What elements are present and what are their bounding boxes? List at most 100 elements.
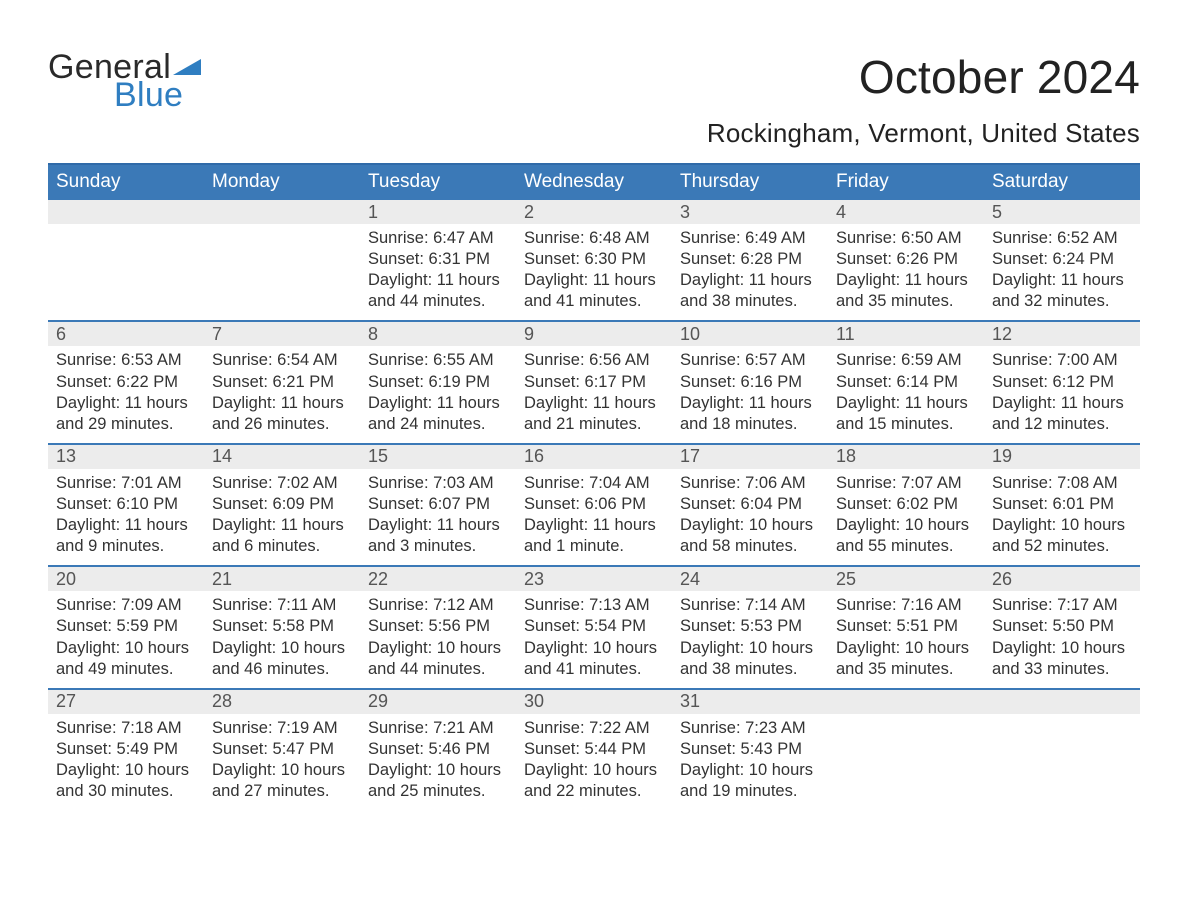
day-details: Sunrise: 6:53 AMSunset: 6:22 PMDaylight:… (48, 346, 204, 434)
day-details: Sunrise: 6:48 AMSunset: 6:30 PMDaylight:… (516, 224, 672, 312)
daylight-line: Daylight: 10 hours and 27 minutes. (212, 760, 352, 802)
sunset-line: Sunset: 5:51 PM (836, 616, 976, 637)
calendar-day: 9Sunrise: 6:56 AMSunset: 6:17 PMDaylight… (516, 322, 672, 442)
daylight-line: Daylight: 10 hours and 22 minutes. (524, 760, 664, 802)
sunrise-line: Sunrise: 7:02 AM (212, 473, 352, 494)
day-number-strip: 7 (204, 322, 360, 346)
daylight-line: Daylight: 10 hours and 35 minutes. (836, 638, 976, 680)
day-number: 29 (360, 691, 388, 712)
daylight-line: Daylight: 10 hours and 58 minutes. (680, 515, 820, 557)
daylight-line: Daylight: 11 hours and 41 minutes. (524, 270, 664, 312)
day-details: Sunrise: 7:00 AMSunset: 6:12 PMDaylight:… (984, 346, 1140, 434)
calendar-day: 25Sunrise: 7:16 AMSunset: 5:51 PMDayligh… (828, 567, 984, 687)
day-number: 26 (984, 569, 1012, 590)
sunset-line: Sunset: 5:54 PM (524, 616, 664, 637)
sunset-line: Sunset: 6:07 PM (368, 494, 508, 515)
flag-icon (173, 57, 201, 77)
sunset-line: Sunset: 6:01 PM (992, 494, 1132, 515)
day-number: 22 (360, 569, 388, 590)
calendar-day: 20Sunrise: 7:09 AMSunset: 5:59 PMDayligh… (48, 567, 204, 687)
sunrise-line: Sunrise: 6:50 AM (836, 228, 976, 249)
day-number-strip: 3 (672, 200, 828, 224)
sunset-line: Sunset: 6:12 PM (992, 372, 1132, 393)
sunrise-line: Sunrise: 6:52 AM (992, 228, 1132, 249)
daylight-line: Daylight: 10 hours and 49 minutes. (56, 638, 196, 680)
day-number-strip (828, 690, 984, 714)
calendar-day: 26 Sunrise: 7:17 AMSunset: 5:50 PMDayligh… (984, 567, 1140, 687)
day-details: Sunrise: 6:57 AMSunset: 6:16 PMDaylight:… (672, 346, 828, 434)
daylight-line: Daylight: 11 hours and 18 minutes. (680, 393, 820, 435)
sunset-line: Sunset: 6:22 PM (56, 372, 196, 393)
day-number-strip: 21 (204, 567, 360, 591)
calendar-day: 5Sunrise: 6:52 AMSunset: 6:24 PMDaylight… (984, 200, 1140, 320)
calendar-day: 12Sunrise: 7:00 AMSunset: 6:12 PMDayligh… (984, 322, 1140, 442)
day-number: 5 (984, 202, 1002, 223)
sunrise-line: Sunrise: 6:59 AM (836, 350, 976, 371)
day-details: Sunrise: 7:13 AMSunset: 5:54 PMDaylight:… (516, 591, 672, 679)
day-number: 25 (828, 569, 856, 590)
sunset-line: Sunset: 6:21 PM (212, 372, 352, 393)
day-number: 24 (672, 569, 700, 590)
day-number: 20 (48, 569, 76, 590)
sunrise-line: Sunrise: 7:11 AM (212, 595, 352, 616)
calendar-day (984, 690, 1140, 810)
calendar-day: 10Sunrise: 6:57 AMSunset: 6:16 PMDayligh… (672, 322, 828, 442)
day-number-strip: 13 (48, 445, 204, 469)
calendar: SundayMondayTuesdayWednesdayThursdayFrid… (48, 163, 1140, 810)
calendar-day: 7Sunrise: 6:54 AMSunset: 6:21 PMDaylight… (204, 322, 360, 442)
day-number-strip: 5 (984, 200, 1140, 224)
daylight-line: Daylight: 10 hours and 33 minutes. (992, 638, 1132, 680)
topbar: General Blue October 2024 Rockingham, Ve… (48, 50, 1140, 149)
daylight-line: Daylight: 10 hours and 25 minutes. (368, 760, 508, 802)
daylight-line: Daylight: 11 hours and 24 minutes. (368, 393, 508, 435)
day-number: 13 (48, 446, 76, 467)
sunset-line: Sunset: 5:46 PM (368, 739, 508, 760)
sunset-line: Sunset: 5:59 PM (56, 616, 196, 637)
calendar-week: 20Sunrise: 7:09 AMSunset: 5:59 PMDayligh… (48, 565, 1140, 687)
daylight-line: Daylight: 11 hours and 35 minutes. (836, 270, 976, 312)
calendar-day: 18Sunrise: 7:07 AMSunset: 6:02 PMDayligh… (828, 445, 984, 565)
calendar-day: 27Sunrise: 7:18 AMSunset: 5:49 PMDayligh… (48, 690, 204, 810)
calendar-day: 17Sunrise: 7:06 AMSunset: 6:04 PMDayligh… (672, 445, 828, 565)
sunset-line: Sunset: 6:24 PM (992, 249, 1132, 270)
sunrise-line: Sunrise: 6:49 AM (680, 228, 820, 249)
weekday-header: Wednesday (516, 165, 672, 200)
sunset-line: Sunset: 5:50 PM (992, 616, 1132, 637)
daylight-line: Daylight: 10 hours and 41 minutes. (524, 638, 664, 680)
sunset-line: Sunset: 6:06 PM (524, 494, 664, 515)
sunset-line: Sunset: 6:19 PM (368, 372, 508, 393)
daylight-line: Daylight: 10 hours and 52 minutes. (992, 515, 1132, 557)
calendar-day: 16Sunrise: 7:04 AMSunset: 6:06 PMDayligh… (516, 445, 672, 565)
sunrise-line: Sunrise: 7:13 AM (524, 595, 664, 616)
day-details: Sunrise: 7:03 AMSunset: 6:07 PMDaylight:… (360, 469, 516, 557)
calendar-day: 15Sunrise: 7:03 AMSunset: 6:07 PMDayligh… (360, 445, 516, 565)
sunrise-line: Sunrise: 6:48 AM (524, 228, 664, 249)
calendar-body: 1Sunrise: 6:47 AMSunset: 6:31 PMDaylight… (48, 200, 1140, 810)
day-details: Sunrise: 6:50 AMSunset: 6:26 PMDaylight:… (828, 224, 984, 312)
daylight-line: Daylight: 10 hours and 19 minutes. (680, 760, 820, 802)
sunrise-line: Sunrise: 6:47 AM (368, 228, 508, 249)
calendar-day: 8Sunrise: 6:55 AMSunset: 6:19 PMDaylight… (360, 322, 516, 442)
sunset-line: Sunset: 5:43 PM (680, 739, 820, 760)
day-number-strip: 11 (828, 322, 984, 346)
sunrise-line: Sunrise: 7:08 AM (992, 473, 1132, 494)
day-details: Sunrise: 7:23 AMSunset: 5:43 PMDaylight:… (672, 714, 828, 802)
day-number: 27 (48, 691, 76, 712)
day-details: Sunrise: 7:04 AMSunset: 6:06 PMDaylight:… (516, 469, 672, 557)
calendar-day: 14Sunrise: 7:02 AMSunset: 6:09 PMDayligh… (204, 445, 360, 565)
day-number-strip: 30 (516, 690, 672, 714)
sunrise-line: Sunrise: 6:57 AM (680, 350, 820, 371)
day-number: 9 (516, 324, 534, 345)
sunrise-line: Sunrise: 6:53 AM (56, 350, 196, 371)
day-details: Sunrise: 7:18 AMSunset: 5:49 PMDaylight:… (48, 714, 204, 802)
sunrise-line: Sunrise: 7:17 AM (992, 595, 1132, 616)
calendar-day (204, 200, 360, 320)
location: Rockingham, Vermont, United States (707, 118, 1140, 149)
brand-part2: Blue (114, 78, 201, 112)
day-number: 16 (516, 446, 544, 467)
weekday-header: Saturday (984, 165, 1140, 200)
sunset-line: Sunset: 5:49 PM (56, 739, 196, 760)
daylight-line: Daylight: 11 hours and 21 minutes. (524, 393, 664, 435)
day-details: Sunrise: 6:47 AMSunset: 6:31 PMDaylight:… (360, 224, 516, 312)
day-details: Sunrise: 7:07 AMSunset: 6:02 PMDaylight:… (828, 469, 984, 557)
